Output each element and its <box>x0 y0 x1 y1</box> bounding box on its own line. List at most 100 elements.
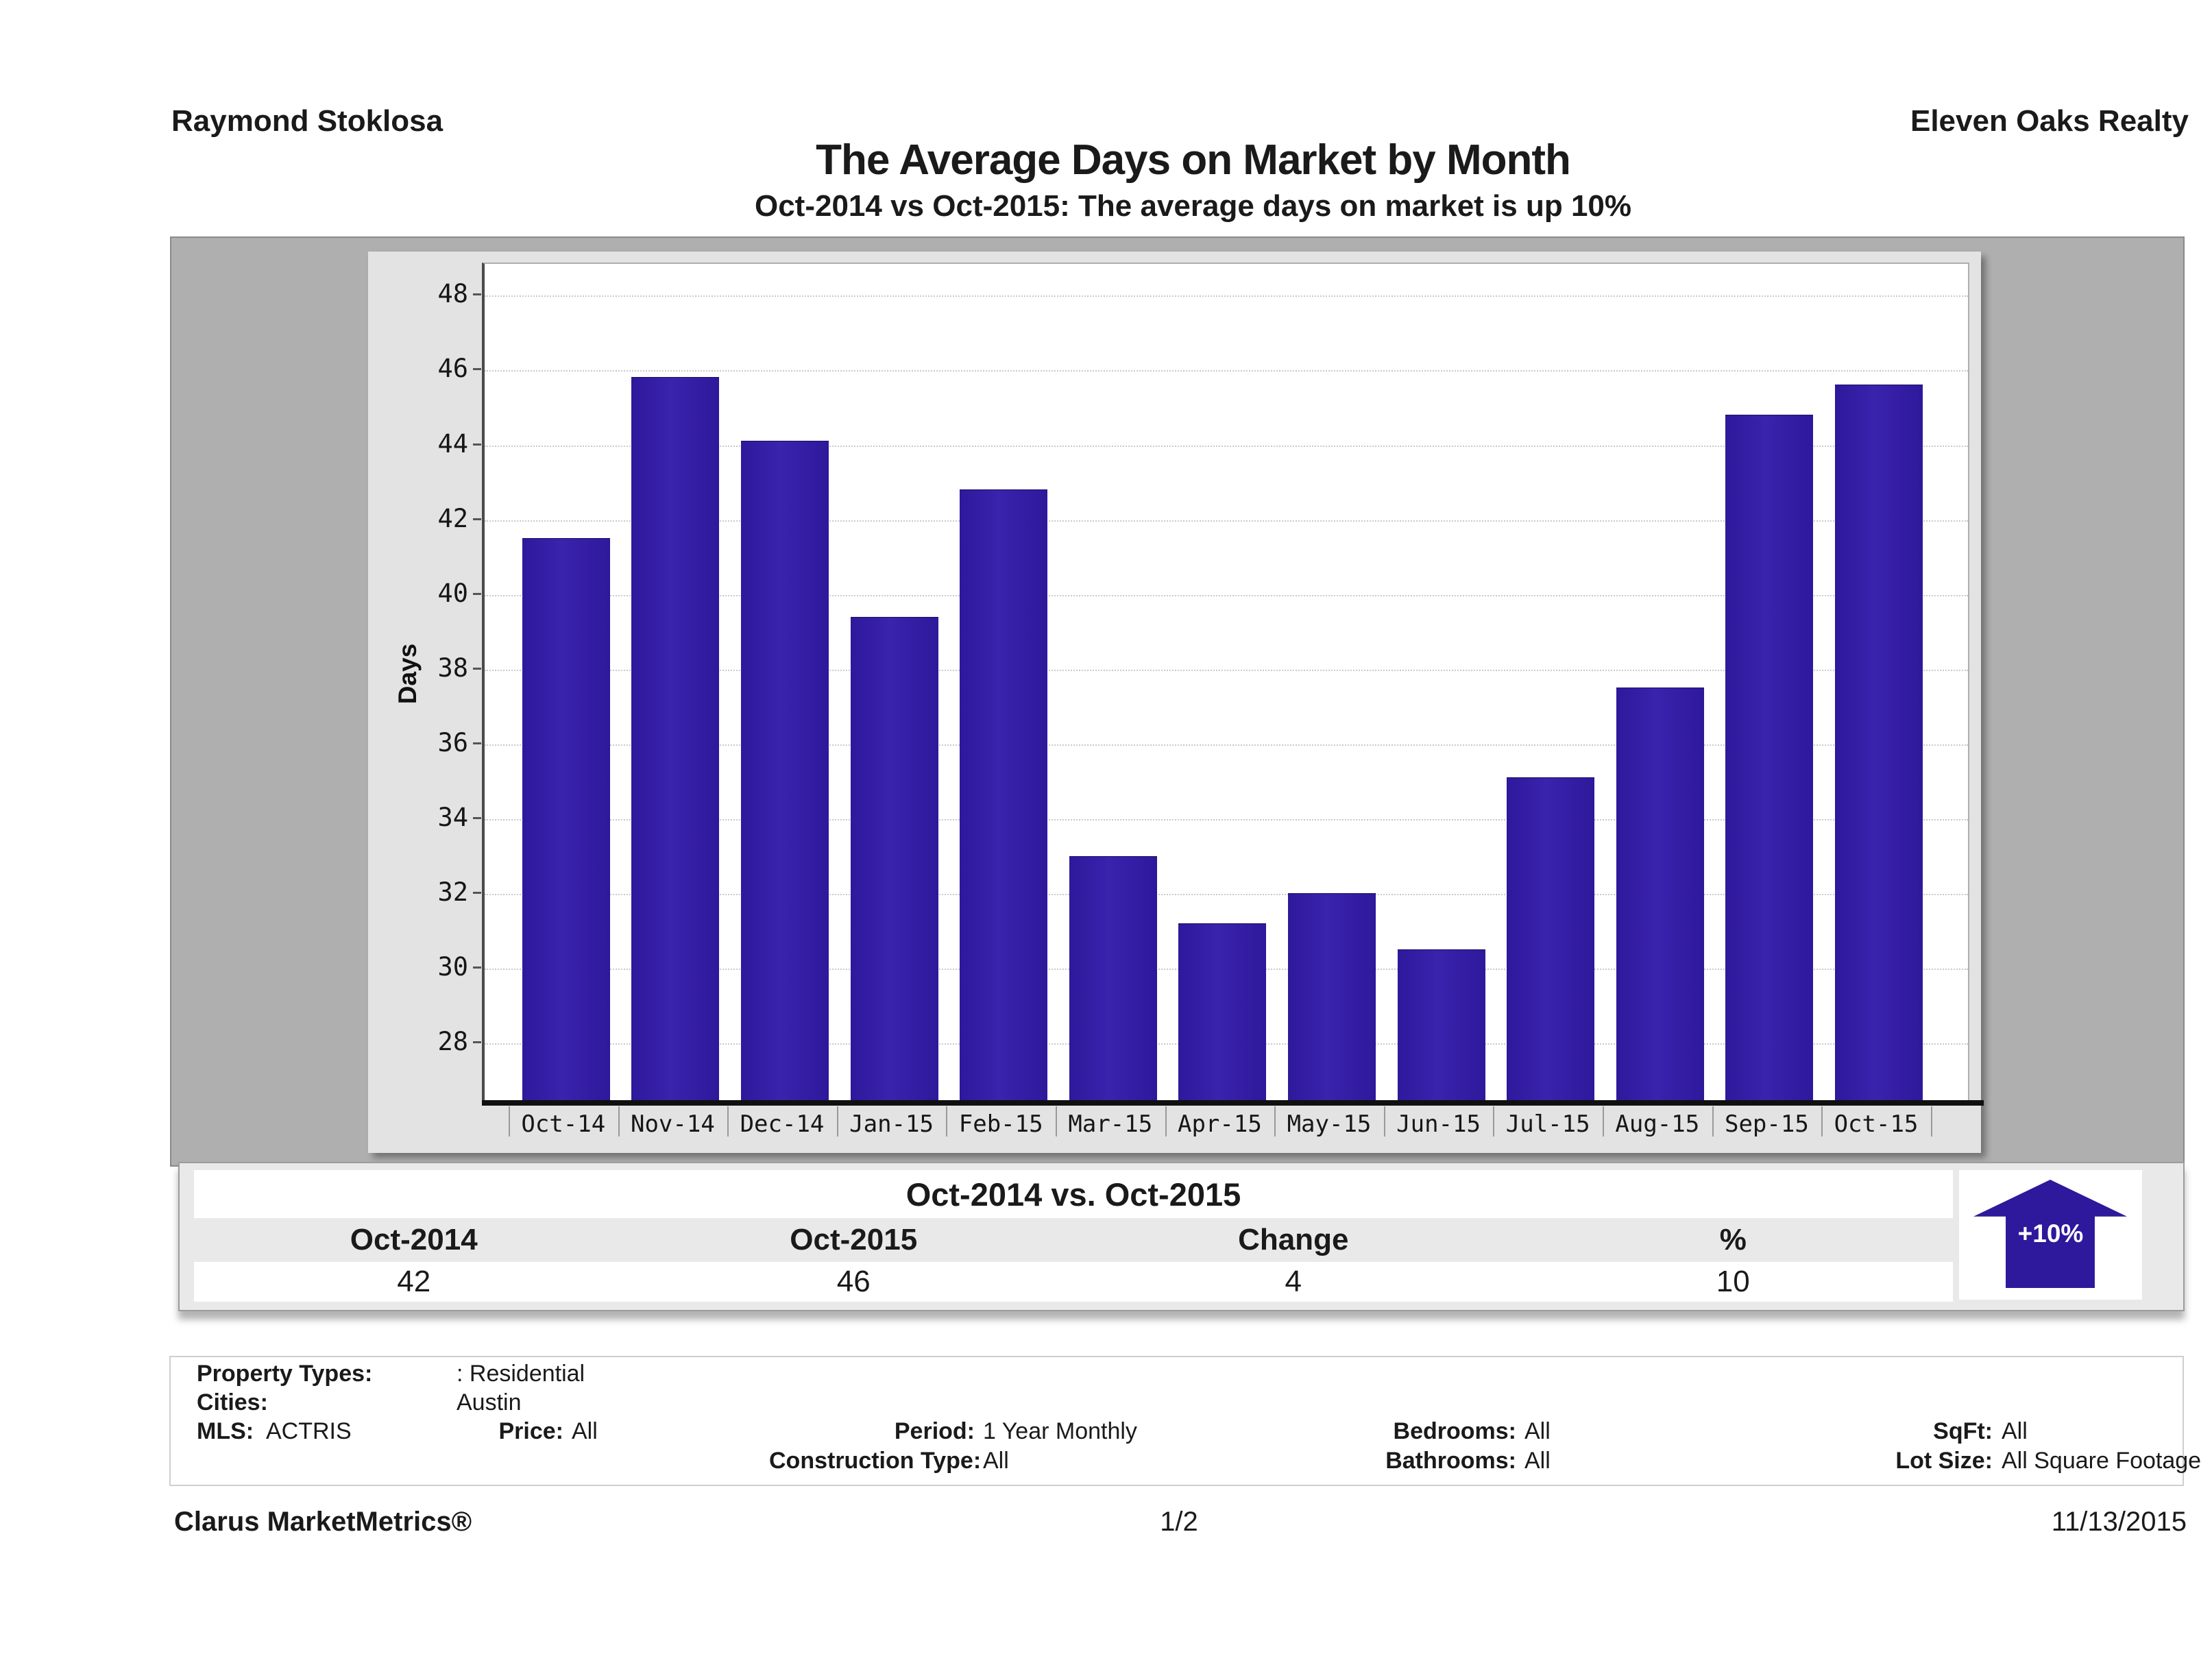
y-tick-mark <box>473 892 481 895</box>
construction-type-value: All <box>983 1448 1009 1474</box>
chart-panel: Days 28 30 32 34 36 38 40 42 44 46 48 Oct-14 Nov-14… <box>368 252 1984 1153</box>
x-tick-mark <box>1274 1106 1276 1136</box>
cities-value: Austin <box>457 1389 522 1415</box>
x-tick-label-jul-15: Jul-15 <box>1505 1110 1590 1138</box>
y-tick-label-28: 28 <box>437 1027 468 1057</box>
gridline-48 <box>485 295 1968 297</box>
gridline-40 <box>485 594 1968 596</box>
y-tick-mark <box>473 817 481 820</box>
mls-value: ACTRIS <box>266 1418 352 1444</box>
bar-oct-14 <box>522 537 610 1102</box>
x-tick-mark <box>1383 1106 1385 1136</box>
x-tick-label-sep-15: Sep-15 <box>1724 1110 1809 1138</box>
gridline-38 <box>485 669 1968 671</box>
x-tick-mark <box>1603 1106 1604 1136</box>
price-label: Price: <box>498 1418 564 1444</box>
y-tick-label-34: 34 <box>437 803 468 833</box>
x-tick-mark <box>1930 1106 1932 1136</box>
bar-oct-15 <box>1835 385 1923 1102</box>
x-tick-mark <box>727 1106 729 1136</box>
bedrooms-value: All <box>1524 1418 1551 1444</box>
x-tick-label-aug-15: Aug-15 <box>1615 1110 1700 1138</box>
footer-date: 11/13/2015 <box>2051 1507 2187 1537</box>
bathrooms-value: All <box>1524 1448 1551 1474</box>
y-tick-mark <box>473 966 481 969</box>
y-tick-mark <box>473 1041 481 1044</box>
page-title: The Average Days on Market by Month <box>816 136 1571 184</box>
sqft-value: All <box>2002 1418 2028 1444</box>
y-tick-label-30: 30 <box>437 952 468 982</box>
property-types-value: : Residential <box>457 1361 585 1387</box>
summary-value: 10 <box>1716 1265 1750 1298</box>
x-tick-label-apr-15: Apr-15 <box>1177 1110 1262 1138</box>
bar-mar-15 <box>1069 855 1157 1102</box>
x-tick-mark <box>1712 1106 1714 1136</box>
gridline-44 <box>485 445 1968 447</box>
x-tick-mark <box>1493 1106 1495 1136</box>
y-tick-label-38: 38 <box>437 653 468 683</box>
x-tick-label-dec-14: Dec-14 <box>740 1110 825 1138</box>
change-badge: +10% <box>1959 1170 2142 1300</box>
x-tick-mark <box>836 1106 838 1136</box>
bar-sep-15 <box>1725 414 1814 1102</box>
y-tick-label-48: 48 <box>437 279 468 309</box>
gridline-42 <box>485 520 1968 522</box>
bar-jul-15 <box>1507 777 1595 1102</box>
y-tick-label-32: 32 <box>437 877 468 908</box>
x-tick-mark <box>1056 1106 1057 1136</box>
y-tick-mark <box>473 443 481 446</box>
x-axis-baseline <box>482 1100 1984 1106</box>
x-tick-label-feb-15: Feb-15 <box>958 1110 1043 1138</box>
summary-col-header: % <box>1719 1223 1747 1256</box>
construction-type-label: Construction Type: <box>769 1448 982 1474</box>
x-tick-label-oct-15: Oct-15 <box>1834 1110 1919 1138</box>
gridline-36 <box>485 744 1968 746</box>
bar-dec-14 <box>741 441 829 1102</box>
bedrooms-label: Bedrooms: <box>1393 1418 1516 1444</box>
gridline-46 <box>485 370 1968 372</box>
y-tick-mark <box>473 368 481 371</box>
sqft-label: SqFt: <box>1933 1418 1993 1444</box>
agent-name: Raymond Stoklosa <box>171 104 443 138</box>
y-tick-label-40: 40 <box>437 578 468 608</box>
gridline-34 <box>485 819 1968 821</box>
bar-may-15 <box>1288 893 1376 1102</box>
page-subtitle: Oct-2014 vs Oct-2015: The average days o… <box>754 189 1632 223</box>
summary-col-header: Oct-2014 <box>350 1223 478 1256</box>
bar-nov-14 <box>631 377 720 1102</box>
summary-header-row: Oct-2014 Oct-2015 Change % <box>194 1218 1953 1262</box>
lot-size-value: All Square Footage <box>2002 1448 2202 1474</box>
summary-value: 4 <box>1285 1265 1302 1298</box>
y-tick-mark <box>473 667 481 670</box>
footer-brand: Clarus MarketMetrics® <box>174 1507 472 1537</box>
summary-value-row: 42 46 4 10 <box>194 1262 1953 1302</box>
mls-label: MLS: <box>197 1418 254 1444</box>
chart-outer-band: Days 28 30 32 34 36 38 40 42 44 46 48 Oct-14 Nov-14… <box>170 236 2185 1167</box>
cities-label: Cities: <box>197 1389 268 1415</box>
period-value: 1 Year Monthly <box>983 1418 1137 1444</box>
x-tick-mark <box>618 1106 620 1136</box>
x-tick-mark <box>509 1106 510 1136</box>
y-tick-mark <box>473 742 481 744</box>
gridline-32 <box>485 894 1968 896</box>
bar-feb-15 <box>960 489 1048 1102</box>
summary-title: Oct-2014 vs. Oct-2015 <box>194 1170 1953 1218</box>
lot-size-label: Lot Size: <box>1895 1448 1993 1474</box>
criteria-panel: Property Types: : Residential Cities: Au… <box>169 1356 2201 1486</box>
bathrooms-label: Bathrooms: <box>1385 1448 1516 1474</box>
bar-jan-15 <box>850 616 938 1102</box>
bar-apr-15 <box>1178 923 1267 1102</box>
y-tick-mark <box>473 592 481 595</box>
company-name: Eleven Oaks Realty <box>1910 104 2189 138</box>
x-tick-label-oct-14: Oct-14 <box>521 1110 606 1138</box>
y-tick-label-36: 36 <box>437 728 468 757</box>
bar-aug-15 <box>1616 688 1704 1102</box>
x-tick-label-jan-15: Jan-15 <box>849 1110 934 1138</box>
footer-page-number: 1/2 <box>1160 1507 1198 1537</box>
summary-col-header: Oct-2015 <box>790 1223 918 1256</box>
property-types-label: Property Types: <box>197 1361 373 1387</box>
summary-value: 42 <box>397 1265 431 1298</box>
bar-jun-15 <box>1397 949 1485 1102</box>
summary-panel: Oct-2014 vs. Oct-2015 Oct-2014 Oct-2015 … <box>178 1162 2185 1311</box>
